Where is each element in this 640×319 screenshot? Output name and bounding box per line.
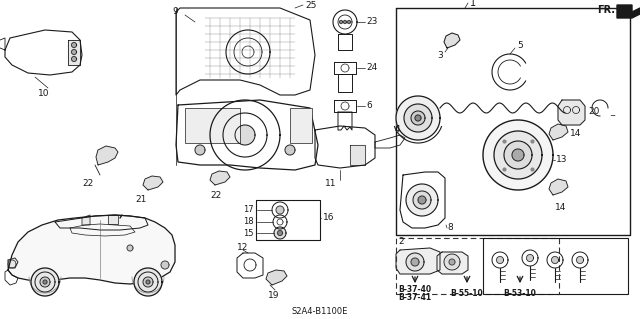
Text: 25: 25 bbox=[305, 1, 316, 10]
Polygon shape bbox=[483, 120, 553, 190]
Polygon shape bbox=[195, 145, 205, 155]
Text: B-53-10: B-53-10 bbox=[503, 288, 536, 298]
Polygon shape bbox=[558, 100, 585, 125]
Text: 23: 23 bbox=[366, 18, 378, 26]
Text: 24: 24 bbox=[366, 63, 377, 72]
Text: 20: 20 bbox=[588, 108, 600, 116]
Text: 6: 6 bbox=[366, 101, 372, 110]
Polygon shape bbox=[552, 256, 559, 263]
Polygon shape bbox=[127, 245, 133, 251]
Polygon shape bbox=[617, 5, 640, 18]
Text: 9: 9 bbox=[172, 8, 178, 17]
Polygon shape bbox=[418, 196, 426, 204]
Polygon shape bbox=[339, 20, 342, 24]
Polygon shape bbox=[527, 255, 534, 262]
Text: 10: 10 bbox=[38, 88, 50, 98]
Polygon shape bbox=[161, 261, 169, 269]
Polygon shape bbox=[40, 277, 50, 287]
Polygon shape bbox=[444, 254, 460, 270]
Polygon shape bbox=[72, 56, 77, 62]
Text: B-37-41: B-37-41 bbox=[398, 293, 431, 302]
Polygon shape bbox=[43, 280, 47, 284]
Polygon shape bbox=[413, 191, 431, 209]
Bar bbox=[483, 238, 628, 294]
Polygon shape bbox=[68, 40, 80, 65]
Polygon shape bbox=[396, 248, 440, 274]
Polygon shape bbox=[350, 145, 365, 165]
Polygon shape bbox=[82, 215, 90, 225]
Polygon shape bbox=[444, 33, 460, 48]
Polygon shape bbox=[348, 20, 351, 24]
Text: 5: 5 bbox=[517, 41, 523, 50]
Bar bbox=[396, 238, 559, 294]
Polygon shape bbox=[143, 277, 153, 287]
Polygon shape bbox=[512, 149, 524, 161]
Polygon shape bbox=[72, 42, 77, 48]
Text: 21: 21 bbox=[135, 196, 147, 204]
Polygon shape bbox=[235, 125, 255, 145]
Polygon shape bbox=[497, 256, 504, 263]
Polygon shape bbox=[278, 231, 282, 235]
Text: 12: 12 bbox=[237, 242, 249, 251]
Text: FR.: FR. bbox=[597, 5, 615, 15]
Text: S2A4-B1100E: S2A4-B1100E bbox=[292, 308, 348, 316]
Polygon shape bbox=[31, 268, 59, 296]
Bar bbox=[290, 108, 312, 143]
Polygon shape bbox=[8, 258, 18, 268]
Polygon shape bbox=[494, 131, 542, 179]
Text: 2: 2 bbox=[398, 238, 404, 247]
Text: 19: 19 bbox=[268, 292, 280, 300]
Text: 13: 13 bbox=[556, 155, 568, 165]
Text: 4: 4 bbox=[394, 125, 400, 135]
Bar bbox=[185, 108, 240, 143]
Text: 17: 17 bbox=[243, 205, 254, 214]
Text: 3: 3 bbox=[437, 51, 443, 61]
Polygon shape bbox=[266, 270, 287, 285]
Text: 18: 18 bbox=[243, 218, 254, 226]
Polygon shape bbox=[504, 141, 532, 169]
Polygon shape bbox=[143, 176, 163, 190]
Polygon shape bbox=[285, 145, 295, 155]
Polygon shape bbox=[549, 179, 568, 195]
Text: 22: 22 bbox=[82, 179, 93, 188]
Polygon shape bbox=[411, 111, 425, 125]
Polygon shape bbox=[411, 258, 419, 266]
Polygon shape bbox=[96, 146, 118, 165]
Polygon shape bbox=[276, 206, 284, 214]
Text: 14: 14 bbox=[555, 204, 566, 212]
Polygon shape bbox=[274, 227, 286, 239]
Text: ‾: ‾ bbox=[610, 115, 614, 124]
Polygon shape bbox=[146, 280, 150, 284]
Polygon shape bbox=[549, 124, 568, 140]
Polygon shape bbox=[210, 171, 230, 185]
Text: 15: 15 bbox=[243, 228, 254, 238]
Polygon shape bbox=[108, 215, 118, 224]
Polygon shape bbox=[72, 49, 77, 55]
Text: B-55-10: B-55-10 bbox=[450, 288, 483, 298]
Polygon shape bbox=[577, 256, 584, 263]
Text: 14: 14 bbox=[570, 129, 581, 137]
Polygon shape bbox=[449, 259, 455, 265]
Polygon shape bbox=[344, 20, 346, 24]
Text: 22: 22 bbox=[210, 190, 221, 199]
Polygon shape bbox=[437, 252, 468, 274]
Polygon shape bbox=[415, 115, 421, 121]
Polygon shape bbox=[406, 184, 438, 216]
Text: B-37-40: B-37-40 bbox=[398, 286, 431, 294]
Polygon shape bbox=[396, 96, 440, 140]
Text: 11: 11 bbox=[325, 179, 337, 188]
Polygon shape bbox=[8, 215, 175, 284]
Text: 16: 16 bbox=[323, 213, 335, 222]
Polygon shape bbox=[134, 268, 162, 296]
Text: 1: 1 bbox=[470, 0, 476, 8]
Polygon shape bbox=[406, 253, 424, 271]
Text: 8: 8 bbox=[447, 224, 452, 233]
Polygon shape bbox=[404, 104, 432, 132]
